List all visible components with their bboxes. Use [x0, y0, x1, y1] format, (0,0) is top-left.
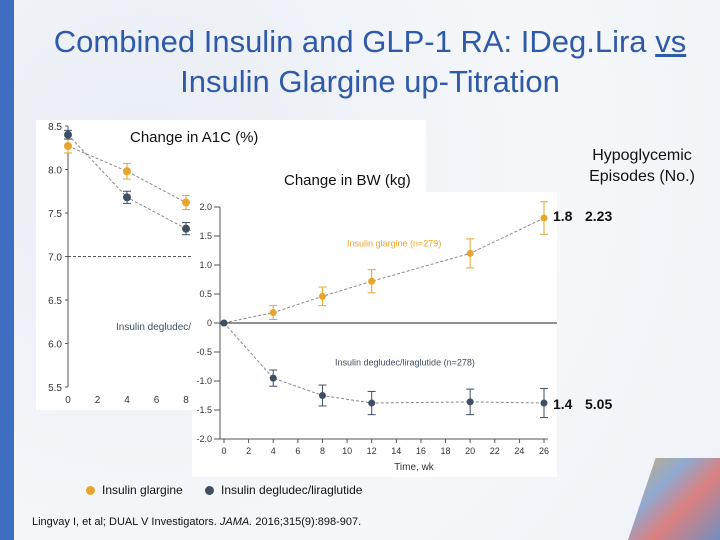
bw-x-tick-label: 8	[320, 446, 325, 456]
bw-point	[220, 319, 228, 327]
slide-title: Combined Insulin and GLP-1 RA: IDeg.Lira…	[30, 22, 710, 102]
bw-chart: 2.01.51.00.50-0.5-1.0-1.5-2.00 2 4 6 8 10 12 14…	[196, 201, 557, 473]
a1c-point	[182, 224, 190, 233]
title-line2: Insulin Glargine up-Titration	[180, 64, 560, 99]
bw-x-tick-label: 0	[221, 446, 226, 456]
bw-degludec-end-value: 1.4	[553, 396, 573, 412]
a1c-point	[64, 142, 72, 151]
title-line1: Combined Insulin and GLP-1 RA: IDeg.Lira	[53, 24, 647, 59]
bw-y-tick-label: 1.0	[199, 260, 212, 270]
bw-point	[269, 309, 277, 317]
bw-x-tick-label: 4	[271, 446, 276, 456]
bw-point	[368, 277, 376, 285]
hypo-glargine-value: 2.23	[585, 208, 613, 224]
bw-series-label: Insulin degludec/liraglutide (n=278)	[335, 357, 475, 367]
a1c-x-tick-label: 8	[183, 395, 189, 406]
a1c-y-tick-label: 8.5	[48, 122, 62, 133]
bw-glargine-end-value: 1.8	[553, 208, 573, 224]
bw-point	[368, 399, 376, 407]
legend-degludec-label: Insulin degludec/liraglutide	[221, 483, 363, 497]
bw-point	[269, 374, 277, 382]
bw-point	[540, 214, 548, 222]
a1c-point	[123, 193, 131, 202]
bw-y-tick-label: -0.5	[196, 347, 212, 357]
citation-journal: JAMA.	[219, 516, 253, 528]
bw-point	[318, 292, 326, 300]
a1c-x-tick-label: 0	[65, 395, 71, 406]
a1c-y-tick-label: 5.5	[48, 383, 62, 394]
a1c-point	[182, 198, 190, 207]
bw-series-line	[223, 322, 545, 404]
legend-glargine-label: Insulin glargine	[102, 483, 183, 497]
legend-glargine: Insulin glargine	[86, 483, 183, 497]
a1c-x-tick-label: 2	[95, 395, 101, 406]
bw-x-tick-label: 26	[539, 446, 549, 456]
a1c-degludec-label: Insulin degludec/	[116, 322, 191, 333]
a1c-y-tick-label: 7.5	[48, 209, 62, 220]
citation-rest: 2016;315(9):898-907.	[255, 516, 362, 528]
legend-glargine-marker	[86, 485, 95, 495]
bw-y-tick-label: 1.5	[199, 231, 212, 241]
bw-x-tick-label: 6	[295, 446, 300, 456]
bw-point	[540, 399, 548, 407]
bw-chart-panel: 2.0 1.5 1.0 0.5 0 -0.5 -1.0 -1.5 -2.0 0 2 4 6 8 10 12 14…	[192, 192, 557, 477]
bw-x-tick-label: 12	[367, 446, 377, 456]
bw-y-tick-label: -2.0	[196, 434, 212, 444]
citation-authors: Lingvay I, et al; DUAL V Investigators.	[32, 516, 217, 528]
a1c-y-tick-label: 7.0	[48, 253, 62, 264]
legend-degludec: Insulin degludec/liraglutide	[205, 483, 362, 497]
a1c-series-line	[67, 145, 187, 204]
a1c-point	[123, 167, 131, 176]
bw-point	[466, 398, 474, 406]
bw-x-axis-label: Time, wk	[394, 462, 435, 473]
bw-x-tick-label: 20	[465, 446, 475, 456]
legend-degludec-marker	[205, 485, 214, 495]
bw-x-tick-label: 10	[342, 446, 352, 456]
bw-point	[318, 392, 326, 399]
bw-y-tick-label: 0.5	[199, 289, 212, 299]
citation: Lingvay I, et al; DUAL V Investigators. …	[32, 516, 361, 528]
bw-y-tick-label: -1.5	[196, 405, 212, 415]
hypoglycemic-title: Hypoglycemic Episodes (No.)	[589, 147, 695, 185]
hypo-degludec-value: 5.05	[585, 396, 613, 412]
a1c-y-tick-label: 6.5	[48, 296, 62, 307]
a1c-x-tick-label: 4	[124, 395, 130, 406]
a1c-x-tick-label: 6	[154, 395, 160, 406]
bw-x-tick-label: 24	[514, 446, 524, 456]
a1c-y-tick-label: 8.0	[48, 166, 62, 177]
bw-x-tick-label: 22	[490, 446, 500, 456]
title-vs: vs	[655, 24, 687, 59]
bw-point	[466, 249, 474, 257]
bw-chart-title: Change in BW (kg)	[284, 172, 411, 189]
bw-x-tick-label: 16	[416, 446, 426, 456]
bw-series-label: Insulin glargine (n=279)	[347, 238, 441, 248]
bw-x-tick-label: 2	[246, 446, 251, 456]
accent-bar	[0, 0, 14, 540]
bw-x-tick-label: 18	[441, 446, 451, 456]
a1c-chart-title: Change in A1C (%)	[130, 129, 259, 146]
bw-series-line	[223, 217, 545, 324]
bw-y-tick-label: 0	[207, 318, 212, 328]
bw-y-tick-label: -1.0	[196, 376, 212, 386]
a1c-y-tick-label: 6.0	[48, 340, 62, 351]
bw-x-tick-label: 14	[391, 446, 401, 456]
a1c-point	[64, 130, 72, 139]
bw-y-tick-label: 2.0	[199, 202, 212, 212]
